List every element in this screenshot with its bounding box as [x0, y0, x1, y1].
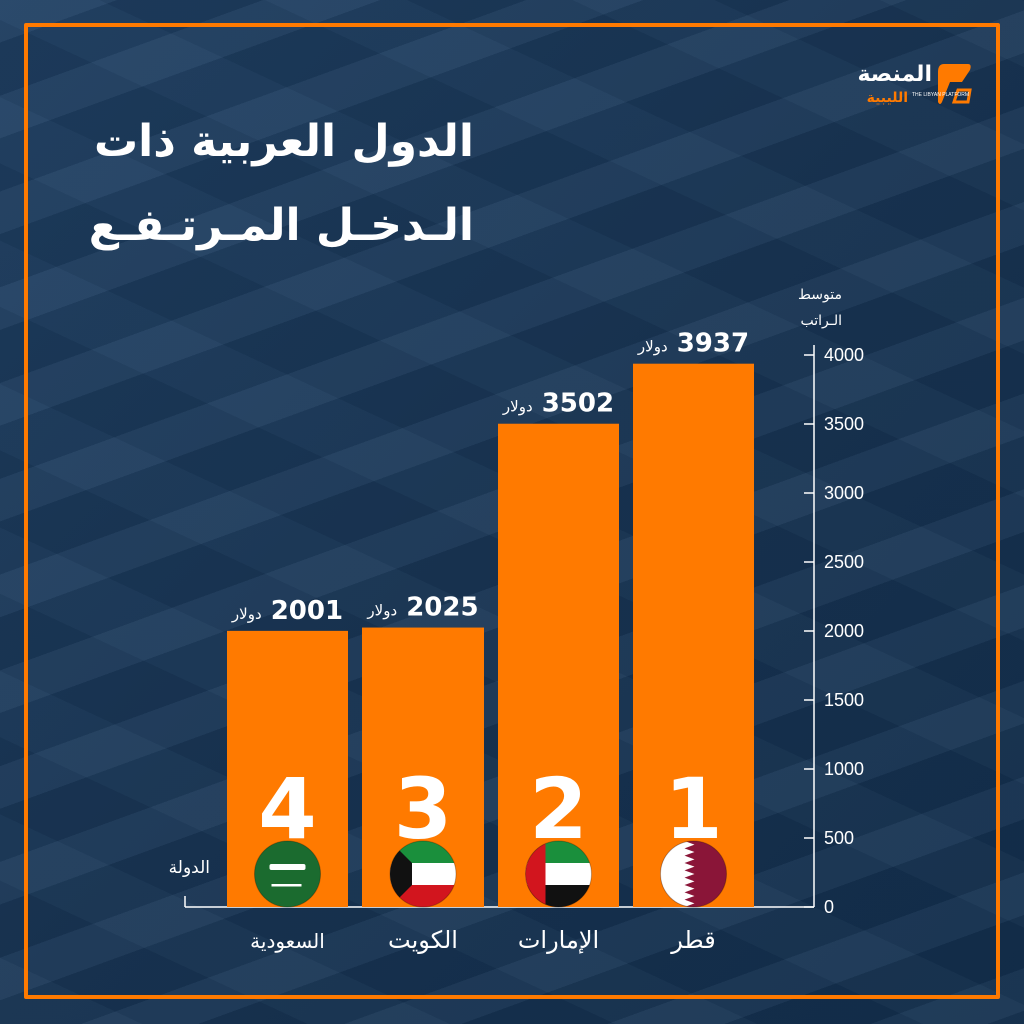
y-tick-label: 0: [824, 897, 834, 917]
y-tick-label: 4000: [824, 345, 864, 365]
data-label-value: 2001: [262, 596, 343, 626]
flag-rim: [525, 840, 592, 908]
flag-band-red: [525, 841, 546, 907]
y-tick-label: 2500: [824, 552, 864, 572]
logo-english: THE LIBYAN PLATFORM: [912, 92, 970, 98]
data-label: 3502 دولار: [502, 389, 614, 419]
y-tick-label: 1000: [824, 759, 864, 779]
title-line-1: الدول العربية ذات: [93, 116, 474, 167]
flag-rim: [254, 840, 321, 908]
y-tick-label: 3500: [824, 414, 864, 434]
category-label: الكويت: [388, 926, 458, 954]
y-tick-label: 2000: [824, 621, 864, 641]
logo-name: المنصة: [857, 62, 932, 87]
x-axis-label: الدولة: [168, 858, 210, 878]
chart-title: الدول العربية ذات الـدخـل المـرتـفـع: [89, 100, 474, 268]
uae-flag-icon: [525, 840, 592, 908]
data-label-unit: دولار: [502, 398, 533, 416]
data-label: 3937 دولار: [637, 329, 749, 359]
libyan-platform-logo: المنصة الليبية THE LIBYAN PLATFORM: [826, 60, 976, 116]
flag-script: [269, 864, 306, 870]
data-label-value: 3502: [533, 389, 614, 419]
data-label: 2001 دولار: [231, 596, 343, 626]
data-label-unit: دولار: [637, 338, 668, 356]
flag-body: [254, 841, 321, 907]
data-label: 2025 دولار: [366, 593, 478, 623]
flag-serration: [684, 841, 695, 907]
data-label-value: 3937: [668, 329, 749, 359]
flag-rim: [389, 840, 457, 908]
saudi-flag-icon: [254, 840, 321, 908]
logo-sub: الليبية: [866, 90, 908, 106]
y-tick-label: 1500: [824, 690, 864, 710]
flag-field: [254, 841, 321, 907]
data-label-unit: دولار: [366, 602, 397, 620]
kuwait-flag-icon: [389, 840, 457, 908]
flag-body: [390, 841, 456, 907]
orange-frame: [24, 23, 1000, 999]
qatar-flag-icon: [660, 840, 727, 908]
y-tick-label: 3000: [824, 483, 864, 503]
data-label-unit: دولار: [231, 605, 262, 623]
category-label: السعودية: [250, 929, 325, 953]
flag-body: [525, 841, 592, 907]
flag-trapezoid: [390, 841, 412, 907]
category-label: الإمارات: [518, 926, 599, 954]
y-axis-label: متوسط الـراتب: [798, 287, 842, 329]
bar: [633, 363, 754, 908]
title-line-2: الـدخـل المـرتـفـع: [88, 200, 474, 251]
category-label: قطر: [670, 926, 715, 954]
logo-mark-icon: [938, 64, 972, 104]
y-tick-label: 500: [824, 828, 854, 848]
bar: [498, 423, 619, 907]
flag-sword: [271, 884, 302, 887]
flag-rim: [660, 840, 727, 908]
data-label-value: 2025: [397, 593, 478, 623]
